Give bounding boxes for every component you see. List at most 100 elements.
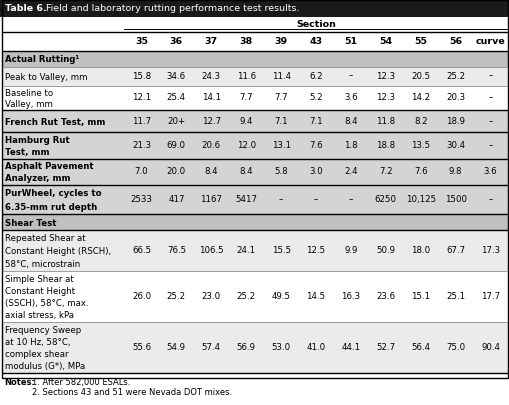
Text: 52.7: 52.7: [376, 343, 394, 352]
Text: 9.9: 9.9: [344, 246, 357, 255]
Text: 5417: 5417: [235, 195, 257, 204]
Text: Test, mm: Test, mm: [5, 148, 49, 157]
Bar: [2, 66, 507, 85]
Text: 57.4: 57.4: [202, 343, 220, 352]
Text: 15.8: 15.8: [132, 72, 151, 81]
Text: 25.4: 25.4: [166, 94, 186, 102]
Text: 30.4: 30.4: [445, 141, 464, 150]
Text: Frequency Sweep: Frequency Sweep: [5, 326, 81, 335]
Text: (SSCH), 58°C, max.: (SSCH), 58°C, max.: [5, 299, 89, 308]
Text: 417: 417: [168, 195, 184, 204]
Text: 1.8: 1.8: [344, 141, 357, 150]
Text: 56.4: 56.4: [410, 343, 430, 352]
Text: 2. Sections 43 and 51 were Nevada DOT mixes.: 2. Sections 43 and 51 were Nevada DOT mi…: [32, 388, 232, 397]
Text: 67.7: 67.7: [445, 246, 464, 255]
Bar: [2, 158, 507, 185]
Text: at 10 Hz, 58°C,: at 10 Hz, 58°C,: [5, 338, 70, 347]
Text: 11.4: 11.4: [271, 72, 290, 81]
Text: Asphalt Pavement: Asphalt Pavement: [5, 162, 94, 171]
Text: Hamburg Rut: Hamburg Rut: [5, 136, 70, 145]
Text: 24.3: 24.3: [202, 72, 220, 81]
Text: –: –: [313, 195, 318, 204]
Text: 3.6: 3.6: [483, 167, 496, 176]
Text: 13.5: 13.5: [410, 141, 430, 150]
Text: 38: 38: [239, 36, 252, 46]
Text: Constant Height (RSCH),: Constant Height (RSCH),: [5, 247, 111, 256]
Text: 25.2: 25.2: [236, 292, 255, 301]
Text: 54.9: 54.9: [166, 343, 185, 352]
Text: 34.6: 34.6: [166, 72, 186, 81]
Text: 26.0: 26.0: [132, 292, 151, 301]
Bar: [2, 230, 507, 271]
Text: 56.9: 56.9: [236, 343, 255, 352]
Text: –: –: [488, 94, 492, 102]
Text: 10,125: 10,125: [405, 195, 435, 204]
Text: 12.7: 12.7: [202, 117, 220, 126]
Bar: [2, 111, 507, 132]
Text: 7.0: 7.0: [134, 167, 148, 176]
Text: 2533: 2533: [130, 195, 152, 204]
Text: 5.2: 5.2: [308, 94, 322, 102]
Bar: [2, 32, 507, 51]
Text: 39: 39: [274, 36, 287, 46]
Text: 75.0: 75.0: [445, 343, 464, 352]
Text: 35: 35: [135, 36, 148, 46]
Text: 20.0: 20.0: [166, 167, 186, 176]
Text: 9.8: 9.8: [448, 167, 462, 176]
Text: 6.35-mm rut depth: 6.35-mm rut depth: [5, 203, 97, 212]
Text: complex shear: complex shear: [5, 350, 68, 359]
Text: 18.0: 18.0: [410, 246, 430, 255]
Text: modulus (G*), MPa: modulus (G*), MPa: [5, 362, 85, 371]
Text: –: –: [348, 72, 352, 81]
Text: 20+: 20+: [167, 117, 185, 126]
Text: 55: 55: [413, 36, 427, 46]
Text: 56: 56: [448, 36, 461, 46]
Text: 43: 43: [309, 36, 322, 46]
Text: Table 6.: Table 6.: [5, 4, 47, 13]
Text: 8.4: 8.4: [239, 167, 252, 176]
Bar: [2, 51, 507, 66]
Bar: [2, 322, 507, 373]
Text: 3.6: 3.6: [344, 94, 357, 102]
Text: 51: 51: [344, 36, 357, 46]
Text: 76.5: 76.5: [166, 246, 186, 255]
Text: 106.5: 106.5: [199, 246, 223, 255]
Text: 17.7: 17.7: [480, 292, 499, 301]
Text: 15.1: 15.1: [410, 292, 430, 301]
Text: 8.2: 8.2: [413, 117, 427, 126]
Text: 41.0: 41.0: [306, 343, 325, 352]
Text: 55.6: 55.6: [132, 343, 151, 352]
Text: 49.5: 49.5: [271, 292, 290, 301]
Text: Repeated Shear at: Repeated Shear at: [5, 234, 86, 243]
Text: –: –: [348, 195, 352, 204]
Text: 69.0: 69.0: [166, 141, 185, 150]
Text: PurWheel, cycles to: PurWheel, cycles to: [5, 190, 101, 198]
Text: Constant Height: Constant Height: [5, 287, 75, 296]
Text: 7.6: 7.6: [413, 167, 427, 176]
Text: –: –: [488, 72, 492, 81]
Text: 44.1: 44.1: [341, 343, 360, 352]
Text: 9.4: 9.4: [239, 117, 252, 126]
Text: 7.7: 7.7: [239, 94, 252, 102]
Text: 12.1: 12.1: [132, 94, 151, 102]
Text: 5.8: 5.8: [274, 167, 288, 176]
Text: 50.9: 50.9: [376, 246, 394, 255]
Text: 12.3: 12.3: [376, 72, 394, 81]
Text: 25.2: 25.2: [166, 292, 186, 301]
Bar: [2, 271, 507, 322]
Text: 17.3: 17.3: [480, 246, 499, 255]
Text: 21.3: 21.3: [132, 141, 151, 150]
Bar: [2, 214, 507, 230]
Text: 25.2: 25.2: [445, 72, 464, 81]
Text: 12.0: 12.0: [236, 141, 255, 150]
Text: 66.5: 66.5: [132, 246, 151, 255]
Text: Notes:: Notes:: [4, 378, 35, 387]
Text: 37: 37: [204, 36, 217, 46]
Text: 15.5: 15.5: [271, 246, 290, 255]
Text: 90.4: 90.4: [480, 343, 499, 352]
Text: 54: 54: [379, 36, 391, 46]
Text: 8.4: 8.4: [204, 167, 218, 176]
Text: 36: 36: [169, 36, 183, 46]
Bar: [0, 0, 509, 17]
Text: 7.1: 7.1: [308, 117, 322, 126]
